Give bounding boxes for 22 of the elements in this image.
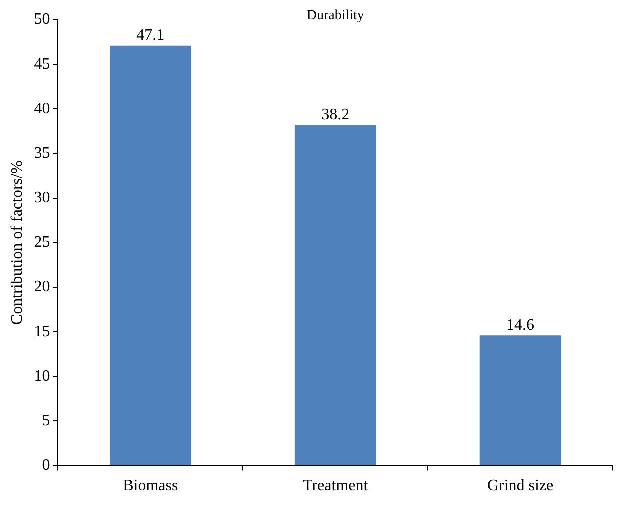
y-tick-label: 15 (34, 323, 50, 340)
y-tick-label: 0 (42, 457, 50, 474)
y-axis-title: Contribution of factors/% (8, 160, 26, 326)
y-tick-label: 40 (34, 100, 50, 118)
bar (294, 125, 376, 466)
bar (110, 46, 192, 466)
y-tick-label: 20 (34, 278, 50, 296)
y-tick-label: 45 (34, 56, 50, 73)
x-tick-label: Biomass (123, 478, 178, 495)
y-tick-label: 5 (42, 412, 50, 430)
data-label: 14.6 (506, 316, 535, 334)
data-label: 38.2 (322, 106, 350, 124)
x-tick-label: Treatment (303, 478, 369, 495)
y-tick-label: 10 (34, 368, 50, 385)
x-tick-label: Grind size (487, 478, 554, 495)
y-tick-label: 50 (34, 11, 50, 28)
y-tick-label: 30 (34, 190, 50, 207)
y-tick-label: 35 (34, 144, 50, 162)
chart-title: Durability (306, 8, 364, 24)
bar (480, 336, 562, 466)
data-label: 47.1 (136, 27, 165, 44)
y-tick-label: 25 (34, 234, 50, 252)
